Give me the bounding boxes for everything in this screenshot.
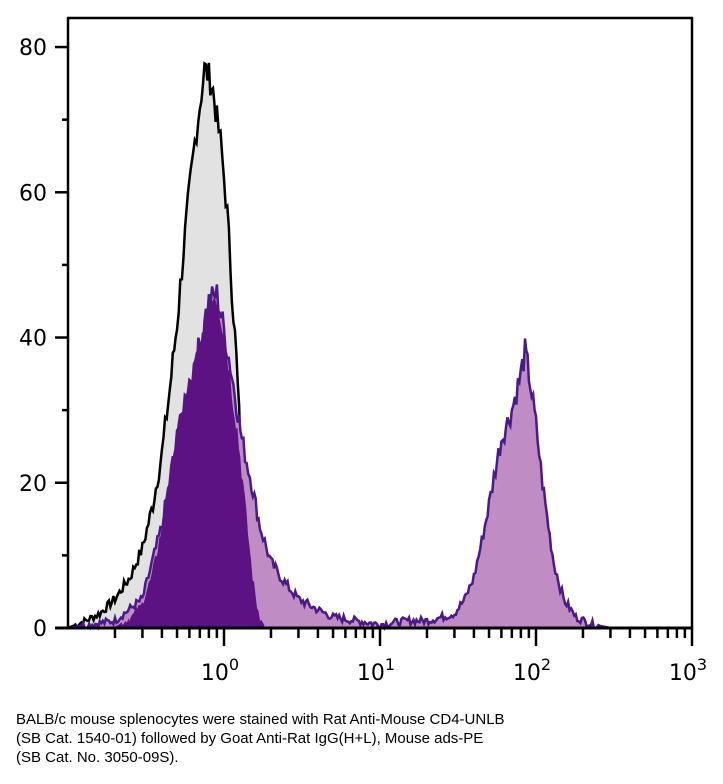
- caption-line: (SB Cat. 1540-01) followed by Goat Anti-…: [16, 730, 484, 747]
- tick-base: 10: [669, 661, 697, 686]
- series-line-1: [67, 284, 611, 631]
- tick-base: 10: [513, 661, 541, 686]
- tick-exponent: 0: [229, 655, 239, 674]
- tick-base: 10: [201, 661, 229, 686]
- tick-exponent: 2: [541, 655, 551, 674]
- series-fill-2: [114, 300, 264, 628]
- x-tick-label: 102: [513, 655, 551, 686]
- caption-line: BALB/c mouse splenocytes were stained wi…: [16, 711, 505, 728]
- y-tick-label: 40: [19, 327, 47, 352]
- series-line-2: [114, 295, 265, 630]
- y-tick-label: 20: [19, 472, 47, 497]
- x-tick-label: 103: [669, 655, 707, 686]
- y-tick-label: 0: [33, 617, 47, 642]
- x-tick-label: 100: [201, 655, 239, 686]
- y-tick-label: 60: [19, 181, 47, 206]
- tick-base: 10: [357, 661, 385, 686]
- x-tick-label: 101: [357, 655, 395, 686]
- tick-exponent: 3: [697, 655, 707, 674]
- tick-exponent: 1: [385, 655, 395, 674]
- y-tick-label: 80: [19, 36, 47, 61]
- caption-line: (SB Cat. No. 3050-09S).: [16, 749, 179, 766]
- figure-caption: BALB/c mouse splenocytes were stained wi…: [16, 710, 505, 767]
- series-line-0: [67, 61, 272, 630]
